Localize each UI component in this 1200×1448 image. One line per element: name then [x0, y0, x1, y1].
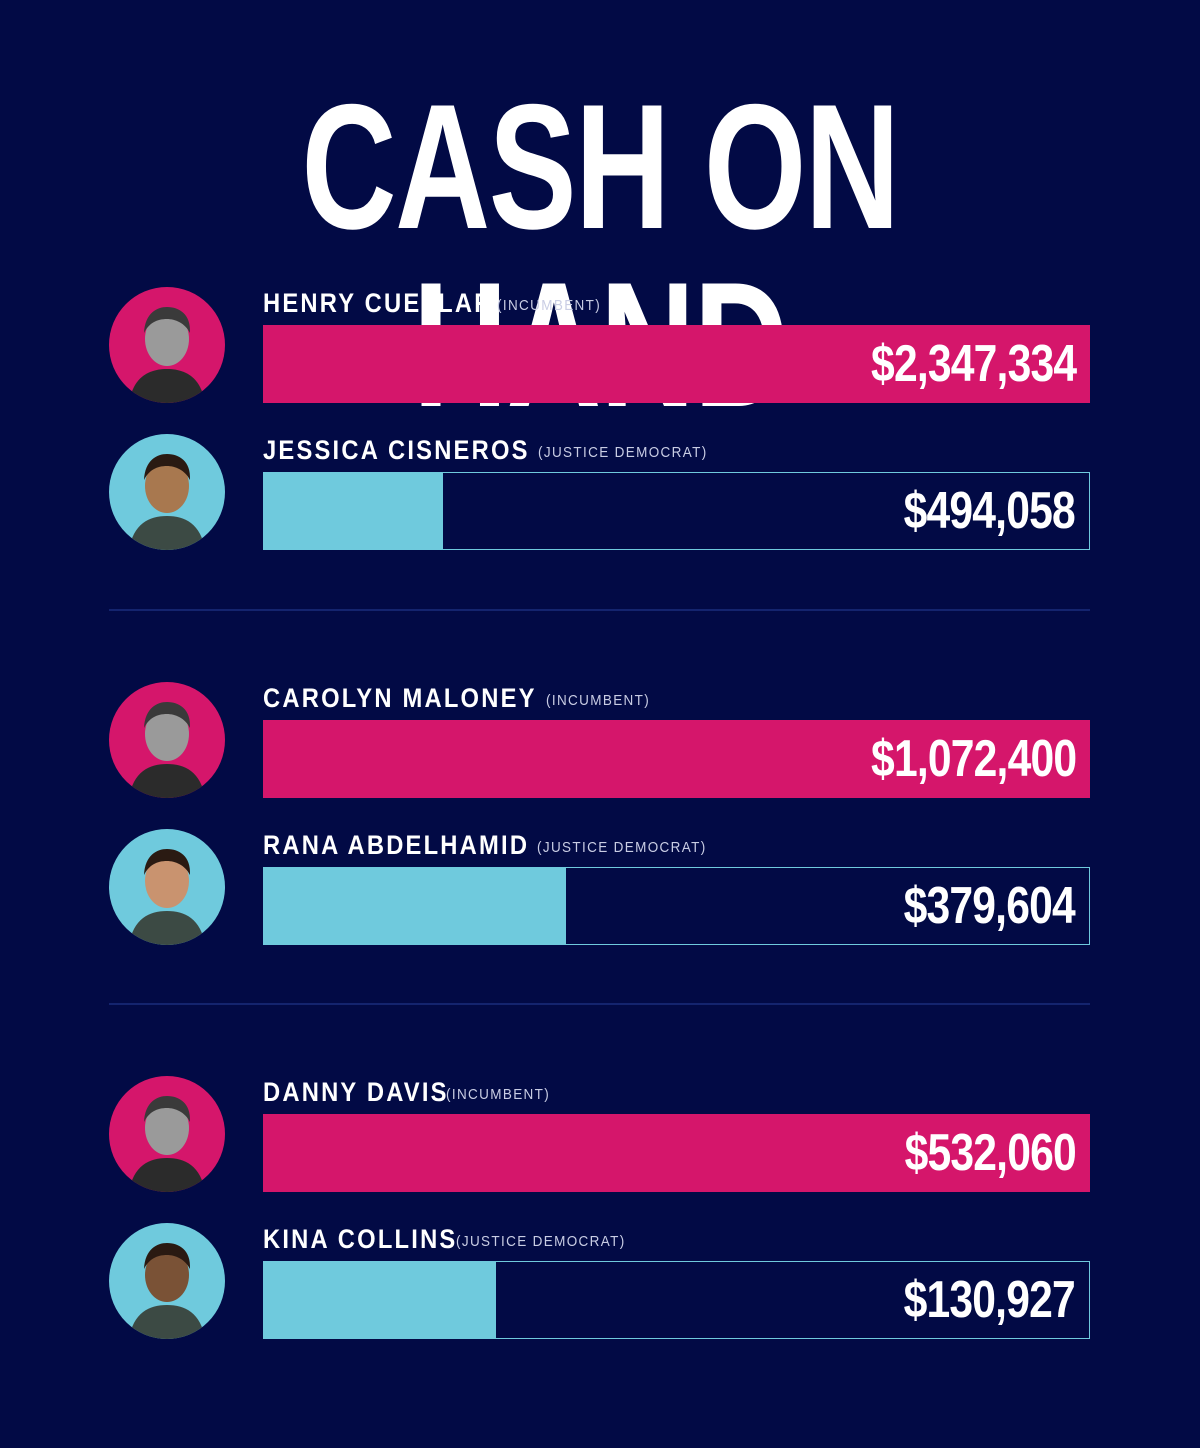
bar-fill: [264, 1262, 496, 1338]
bar-track: $494,058: [263, 472, 1090, 550]
candidate-name: KINA COLLINS: [263, 1224, 458, 1254]
bar-track: $532,060: [263, 1114, 1090, 1192]
race-group: HENRY CUELLAR (INCUMBENT) $2,347,334 JESSIC…: [0, 285, 1200, 585]
candidate-name-line: JESSICA CISNEROS (JUSTICE DEMOCRAT): [263, 432, 726, 466]
danny-davis-portrait: [109, 1076, 225, 1192]
candidate-tag: (JUSTICE DEMOCRAT): [538, 444, 708, 461]
bar-fill: [264, 473, 443, 549]
candidate-tag: (INCUMBENT): [446, 1086, 551, 1103]
bar-track: $2,347,334: [263, 325, 1090, 403]
bar-track: $1,072,400: [263, 720, 1090, 798]
candidate-row: JESSICA CISNEROS (JUSTICE DEMOCRAT) $494,0…: [0, 432, 1200, 556]
candidate-row: DANNY DAVIS (INCUMBENT) $532,060: [0, 1074, 1200, 1198]
kina-collins-portrait: [109, 1223, 225, 1339]
candidate-name-line: KINA COLLINS (JUSTICE DEMOCRAT): [263, 1221, 644, 1255]
candidate-name-line: CAROLYN MALONEY (INCUMBENT): [263, 680, 662, 714]
race-group: CAROLYN MALONEY (INCUMBENT) $1,072,400 RANA…: [0, 680, 1200, 980]
candidate-tag: (INCUMBENT): [497, 297, 602, 314]
carolyn-maloney-portrait: [109, 682, 225, 798]
candidate-name: HENRY CUELLAR: [263, 288, 494, 318]
candidate-name: JESSICA CISNEROS: [263, 435, 530, 465]
candidate-tag: (INCUMBENT): [546, 692, 651, 709]
candidate-row: KINA COLLINS (JUSTICE DEMOCRAT) $130,927: [0, 1221, 1200, 1345]
candidate-name-line: RANA ABDELHAMID (JUSTICE DEMOCRAT): [263, 827, 726, 861]
candidate-tag: (JUSTICE DEMOCRAT): [456, 1233, 626, 1250]
jessica-cisneros-portrait: [109, 434, 225, 550]
bar-value-label: $379,604: [903, 876, 1076, 935]
candidate-name-line: HENRY CUELLAR (INCUMBENT): [263, 285, 613, 319]
henry-cuellar-portrait: [109, 287, 225, 403]
bar-fill: [264, 868, 566, 944]
group-divider: [109, 609, 1090, 611]
candidate-name-line: DANNY DAVIS (INCUMBENT): [263, 1074, 562, 1108]
candidate-name: CAROLYN MALONEY: [263, 683, 537, 713]
candidate-name: RANA ABDELHAMID: [263, 830, 530, 860]
bar-value-label: $2,347,334: [870, 335, 1077, 393]
bar-value-label: $494,058: [903, 481, 1076, 540]
group-divider: [109, 1003, 1090, 1005]
bar-track: $130,927: [263, 1261, 1090, 1339]
candidate-name: DANNY DAVIS: [263, 1077, 449, 1107]
bar-value-label: $532,060: [904, 1124, 1077, 1182]
race-group: DANNY DAVIS (INCUMBENT) $532,060 KINA COLLI…: [0, 1074, 1200, 1374]
bar-value-label: $130,927: [903, 1270, 1076, 1329]
rana-abdelhamid-portrait: [109, 829, 225, 945]
bar-value-label: $1,072,400: [870, 730, 1077, 788]
bar-track: $379,604: [263, 867, 1090, 945]
candidate-tag: (JUSTICE DEMOCRAT): [537, 839, 708, 856]
candidate-row: RANA ABDELHAMID (JUSTICE DEMOCRAT) $379,60…: [0, 827, 1200, 951]
candidate-row: HENRY CUELLAR (INCUMBENT) $2,347,334: [0, 285, 1200, 409]
candidate-row: CAROLYN MALONEY (INCUMBENT) $1,072,400: [0, 680, 1200, 804]
